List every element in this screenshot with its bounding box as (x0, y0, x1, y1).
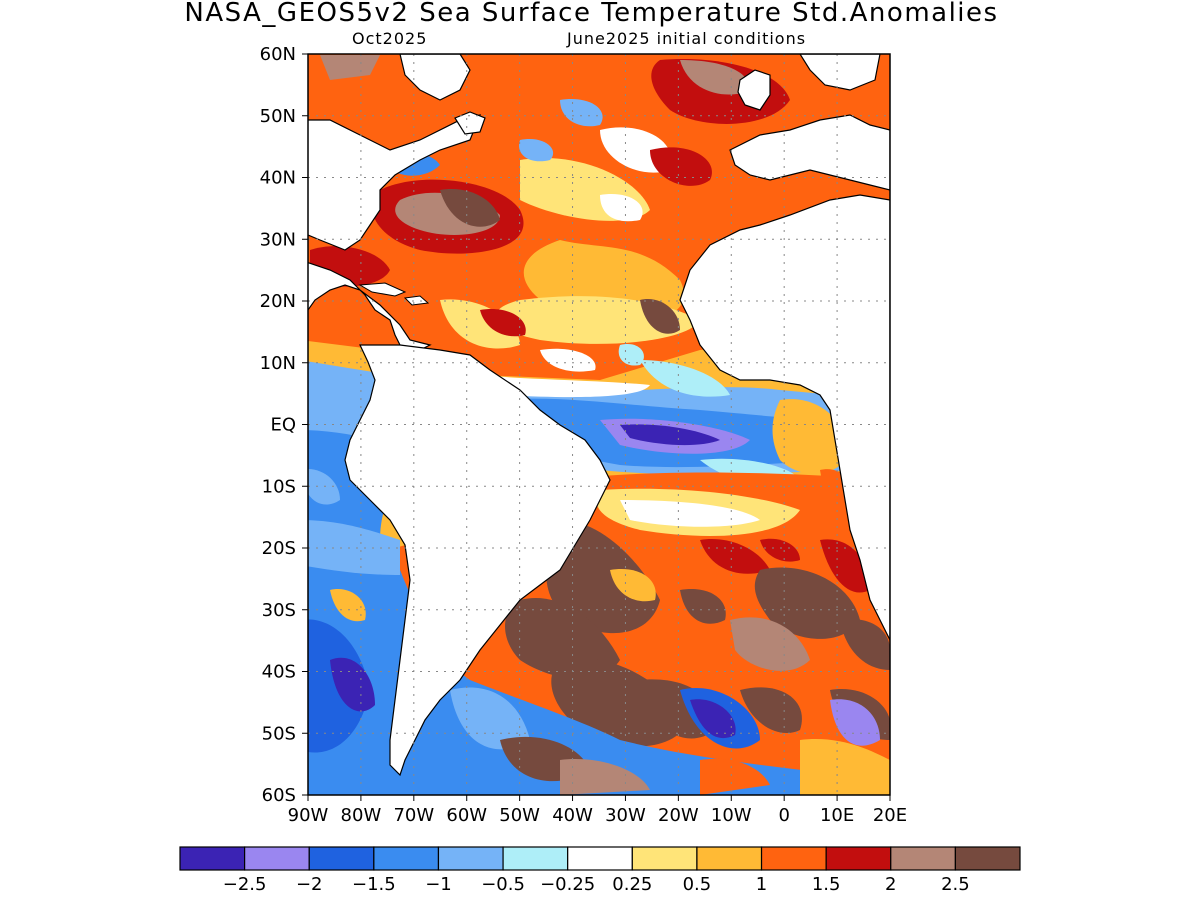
colorbar-level-label: 0.5 (683, 874, 712, 895)
longitude-label: 20E (873, 805, 907, 826)
colorbar-swatch (696, 846, 763, 871)
latitude-label: 40S (262, 662, 296, 683)
colorbar-level-label: −0.5 (481, 874, 525, 895)
latitude-label: 30N (260, 229, 296, 250)
colorbar-level-label: −0.25 (540, 874, 595, 895)
longitude-label: 0 (778, 805, 789, 826)
colorbar-level-label: 2 (885, 874, 896, 895)
colorbar-swatch (179, 846, 246, 871)
latitude-label: 60N (260, 44, 296, 65)
south-america-land (344, 344, 611, 777)
colorbar-swatch (760, 846, 827, 871)
greenland-labrador-land (399, 54, 471, 101)
colorbar-level-label: 0.25 (612, 874, 652, 895)
colorbar-level-label: −1 (425, 874, 452, 895)
colorbar-swatch (373, 846, 440, 871)
colorbar-level-label: −1.5 (352, 874, 396, 895)
map-title: NASA_GEOS5v2 Sea Surface Temperature Std… (184, 0, 999, 28)
north-america-land (308, 114, 481, 251)
colorbar-level-label: −2 (296, 874, 323, 895)
central-america-land (308, 262, 432, 351)
latitude-label: 40N (260, 168, 296, 189)
colorbar-swatch (567, 846, 633, 871)
colorbar-level-label: −2.5 (223, 874, 267, 895)
africa-land (679, 194, 890, 641)
longitude-label: 80W (341, 805, 382, 826)
colorbar-swatch (502, 846, 569, 871)
init-conditions-label: June2025 initial conditions (567, 29, 807, 48)
longitude-label: 60W (446, 805, 487, 826)
latitude-label: 50N (260, 106, 296, 127)
valid-month-label: Oct2025 (352, 29, 428, 48)
colorbar-swatch (890, 846, 956, 871)
latitude-labels: 60N 50N 40N 30N 20N 10N EQ 10S 20S 30S 40S 50S 60S (260, 44, 308, 806)
longitude-label: 90W (288, 805, 329, 826)
latitude-label: 20S (262, 538, 296, 559)
colorbar-level-label: 1 (756, 874, 767, 895)
colorbar-level-label: 2.5 (941, 874, 970, 895)
colorbar-swatch (631, 846, 698, 871)
longitude-label: 70W (393, 805, 434, 826)
newfoundland-land (454, 111, 486, 135)
hispaniola-island (403, 295, 430, 306)
anomaly-field (308, 54, 890, 795)
british-isles-land (737, 69, 771, 111)
longitude-labels: 90W 80W 70W 60W 50W 40W 30W 20W 10W 0 10E 20E (288, 795, 907, 826)
colorbar-swatch (244, 846, 310, 871)
colorbar-swatch (954, 846, 1021, 871)
latitude-label: 50S (262, 723, 296, 744)
longitude-label: 30W (605, 805, 646, 826)
colorbar-swatch (308, 846, 375, 871)
graticule (308, 54, 890, 795)
latitude-label: 10S (262, 476, 296, 497)
longitude-label: 50W (499, 805, 540, 826)
longitude-label: 10W (711, 805, 752, 826)
colorbar-swatch (437, 846, 504, 871)
colorbar: −2.5 −2 −1.5 −1 −0.5 −0.25 0.25 0.5 1 1.5 2 2.5 (179, 846, 1021, 895)
latitude-label: 30S (262, 600, 296, 621)
cuba-island (358, 282, 407, 297)
longitude-label: 10E (820, 805, 854, 826)
longitude-label: 40W (552, 805, 593, 826)
scandinavia-land (799, 54, 881, 91)
colorbar-level-label: 1.5 (812, 874, 841, 895)
latitude-label: 20N (260, 291, 296, 312)
colorbar-swatch (825, 846, 892, 871)
latitude-label: EQ (270, 415, 296, 436)
longitude-label: 20W (658, 805, 699, 826)
latitude-label: 10N (260, 353, 296, 374)
latitude-label: 60S (262, 785, 296, 806)
europe-land (729, 114, 890, 191)
